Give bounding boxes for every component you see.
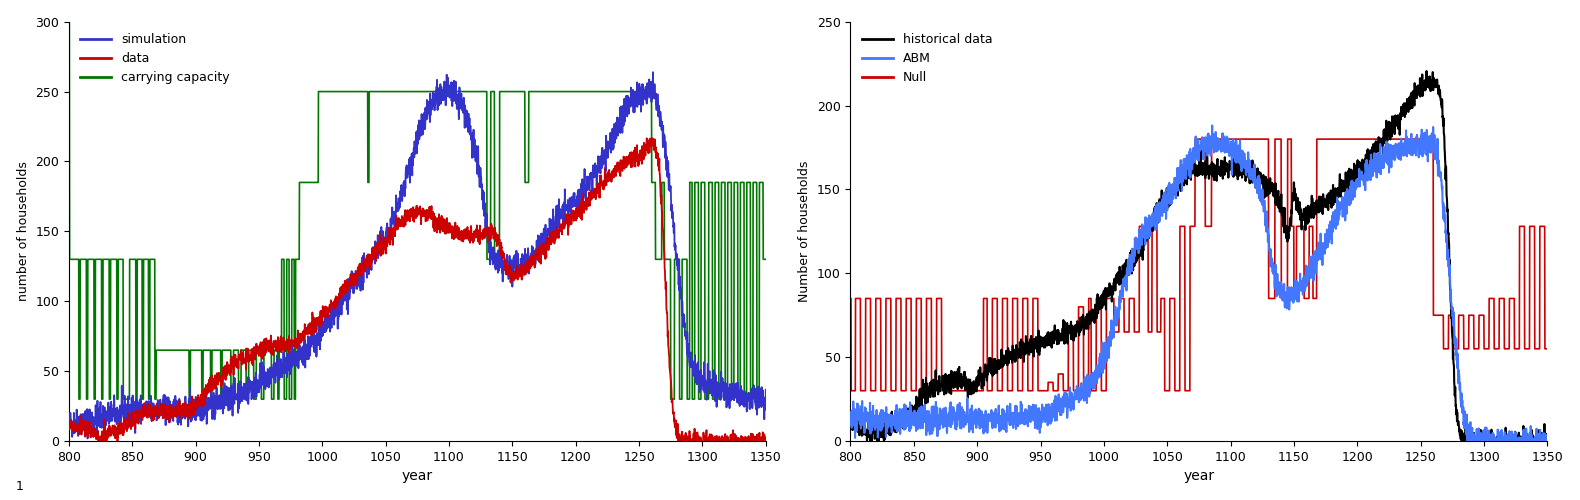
historical data <box>1480 438 1499 444</box>
data <box>757 438 776 444</box>
historical data <box>1435 115 1454 121</box>
Null <box>1539 346 1558 352</box>
historical data <box>1321 197 1340 203</box>
historical data <box>841 417 860 423</box>
ABM <box>1539 430 1558 436</box>
data <box>539 240 558 246</box>
historical data <box>1231 168 1250 174</box>
data <box>700 436 719 442</box>
Line: Null: Null <box>850 139 1548 390</box>
X-axis label: year: year <box>1183 470 1215 484</box>
ABM <box>841 416 860 422</box>
ABM <box>1202 122 1221 128</box>
simulation <box>653 118 672 124</box>
Null <box>1321 136 1340 142</box>
Null <box>1231 136 1250 142</box>
ABM <box>1231 146 1250 152</box>
data <box>60 423 79 429</box>
Null <box>1384 136 1403 142</box>
simulation <box>60 418 79 424</box>
carrying capacity <box>602 88 621 94</box>
carrying capacity <box>449 88 468 94</box>
Line: data: data <box>70 138 766 441</box>
historical data <box>1133 246 1152 252</box>
data <box>88 438 107 444</box>
Legend: historical data, ABM, Null: historical data, ABM, Null <box>856 28 997 90</box>
Line: simulation: simulation <box>70 72 766 438</box>
data <box>449 228 468 234</box>
ABM <box>1384 150 1403 156</box>
Line: carrying capacity: carrying capacity <box>70 22 766 399</box>
ABM <box>1458 438 1477 444</box>
data <box>653 209 672 215</box>
simulation <box>700 380 719 386</box>
Line: ABM: ABM <box>850 126 1548 441</box>
carrying capacity <box>539 88 558 94</box>
simulation <box>643 69 662 75</box>
Null <box>1133 224 1152 230</box>
historical data <box>1417 68 1436 74</box>
simulation <box>449 106 468 112</box>
simulation <box>757 400 776 406</box>
Null <box>841 296 860 302</box>
Null <box>1480 296 1499 302</box>
historical data <box>1539 438 1558 444</box>
historical data <box>1384 124 1403 130</box>
simulation <box>539 232 558 237</box>
carrying capacity <box>352 88 371 94</box>
Null <box>842 388 861 394</box>
Line: historical data: historical data <box>850 71 1548 441</box>
simulation <box>352 260 371 266</box>
ABM <box>1433 200 1452 206</box>
historical data <box>861 438 880 444</box>
carrying capacity <box>700 180 719 186</box>
ABM <box>1133 232 1152 237</box>
X-axis label: year: year <box>401 470 433 484</box>
Null <box>1185 136 1204 142</box>
Text: 1: 1 <box>16 480 24 493</box>
simulation <box>77 436 96 442</box>
Y-axis label: number of households: number of households <box>17 162 30 302</box>
data <box>352 270 371 276</box>
carrying capacity <box>653 256 672 262</box>
data <box>602 178 621 184</box>
ABM <box>1321 232 1340 238</box>
carrying capacity <box>70 396 88 402</box>
simulation <box>602 138 621 144</box>
carrying capacity <box>60 18 79 24</box>
Y-axis label: Number of households: Number of households <box>798 160 812 302</box>
data <box>643 135 662 141</box>
Legend: simulation, data, carrying capacity: simulation, data, carrying capacity <box>76 28 235 90</box>
ABM <box>1480 438 1499 444</box>
Null <box>1435 346 1454 352</box>
carrying capacity <box>757 256 776 262</box>
